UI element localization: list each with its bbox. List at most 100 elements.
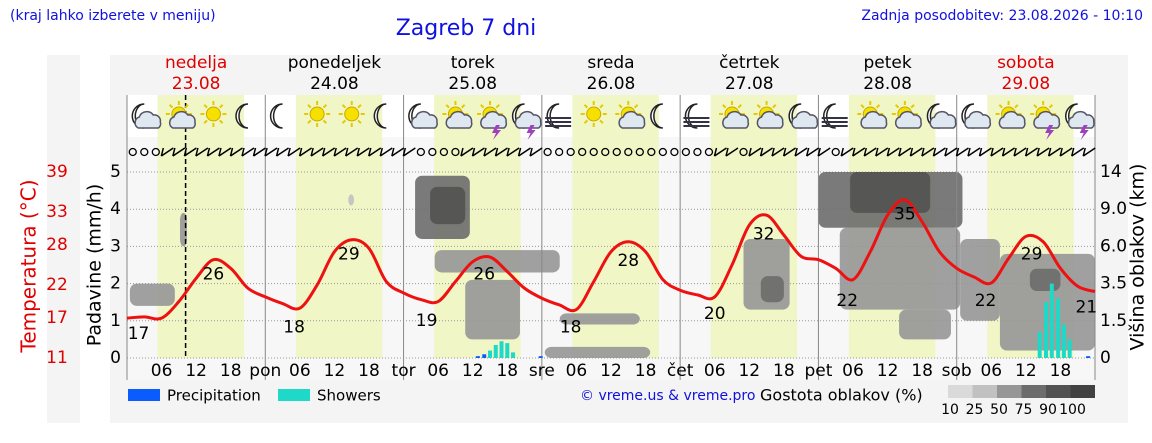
x-tick-label: 12 (600, 361, 622, 381)
icon-ray (875, 104, 881, 109)
cloud-tick-label: 9.0 (1100, 199, 1127, 219)
wind-barb (310, 147, 324, 157)
daylight-band (710, 95, 798, 358)
wind-barb (898, 147, 912, 157)
wind-barb-tick (252, 147, 257, 157)
wind-barb-tick (344, 147, 349, 157)
temp-label: 22 (975, 291, 997, 311)
icon-ray (341, 119, 347, 124)
wind-barb (725, 147, 739, 157)
wind-calm (601, 147, 610, 157)
day-date: 25.08 (448, 74, 497, 94)
wind-barb (852, 147, 866, 157)
wind-barb (990, 147, 1004, 157)
wind-barb-tick (794, 147, 798, 157)
wind-barb-tick (494, 147, 499, 157)
icon-moon (650, 103, 663, 129)
wind-barb (218, 147, 232, 157)
x-tick-label: sob (942, 361, 972, 381)
wind-barb (760, 147, 773, 157)
icon-ray (307, 104, 312, 109)
icon-ray (203, 104, 208, 109)
wind-calm (554, 147, 564, 157)
wind-barb-tick (875, 147, 879, 157)
precip-bar (1056, 298, 1061, 358)
cloud-scale-label: 75 (1015, 402, 1033, 418)
x-tick-label: 12 (324, 361, 346, 381)
day-date: 26.08 (587, 74, 636, 94)
wind-barb (483, 147, 497, 157)
icon-sun (586, 106, 602, 122)
temp-label: 17 (128, 324, 150, 344)
wind-calm (693, 147, 702, 157)
icon-ray (633, 104, 639, 109)
wind-barb (956, 147, 969, 157)
wind-calm (416, 147, 426, 157)
wind-barb (368, 147, 382, 157)
wind-calm (635, 147, 644, 157)
icon-ray (168, 104, 174, 109)
icon-ray (894, 104, 900, 109)
wind-barb (933, 147, 946, 157)
wind-barb (909, 147, 923, 157)
temp-label: 32 (753, 225, 775, 245)
icon-sun (344, 106, 360, 122)
updated: Zadnja posodobitev: 23.08.2026 - 10:10 (861, 8, 1143, 24)
daylight-band (295, 95, 383, 358)
precip-bar (1037, 331, 1042, 358)
icon-cloud (410, 111, 438, 129)
wind-barb (748, 147, 762, 157)
wind-barb-tick (782, 147, 787, 157)
temp-tick-label: 11 (46, 348, 68, 368)
wind-barb (160, 147, 174, 157)
wind-barb-tick (287, 147, 291, 157)
cloud-scale-swatch (997, 385, 1022, 398)
icon-ray (910, 104, 915, 109)
cloud-tick-label: 1.5 (1100, 311, 1127, 331)
left-panel (47, 55, 80, 423)
icon-cloud (445, 111, 473, 129)
wind-barb-tick (471, 147, 476, 157)
x-tick-label: tor (392, 361, 416, 381)
icon-sun (309, 106, 325, 122)
icon-cloud (514, 111, 542, 129)
wind-barb (1002, 147, 1015, 157)
icon-ray (1033, 104, 1038, 109)
temp-label: 19 (416, 311, 438, 331)
wind-calm (428, 147, 437, 157)
y-axis-title: Padavine (mm/h) (84, 184, 106, 347)
wind-barb-tick (333, 147, 337, 157)
wind-barb-tick (886, 147, 891, 157)
cloud-cell (760, 276, 784, 303)
wind-barb (714, 147, 727, 157)
wind-barb-tick (1013, 147, 1017, 157)
wind-calm (451, 147, 460, 157)
wind-barb (230, 147, 243, 157)
temp-label: 22 (836, 291, 858, 311)
temp-label: 35 (894, 205, 916, 225)
wind-barb-tick (517, 147, 522, 157)
wind-barb (495, 147, 508, 157)
x-tick-label: 12 (1015, 361, 1037, 381)
x-tick-label: 06 (842, 361, 864, 381)
precip-bar (511, 352, 516, 358)
day-date: 27.08 (725, 74, 774, 94)
wind-barb-tick (402, 147, 407, 157)
wind-barb (195, 147, 209, 157)
wind-barb-tick (921, 147, 925, 157)
icon-ray (495, 104, 500, 109)
cloud-axis-title: Višina oblakov (km) (1127, 164, 1149, 351)
icon-bolt (1079, 125, 1089, 140)
temp-label: 18 (283, 318, 305, 338)
wind-barb-tick (978, 147, 983, 157)
x-tick-label: 18 (496, 361, 518, 381)
icon-ray (1014, 104, 1019, 109)
temp-label: 18 (560, 318, 582, 338)
wind-barb-tick (529, 147, 533, 157)
x-tick-label: 12 (738, 361, 760, 381)
daylight-band (157, 95, 244, 358)
icon-cloud (480, 111, 508, 129)
wind-barb (863, 147, 877, 157)
x-tick-label: 06 (566, 361, 588, 381)
